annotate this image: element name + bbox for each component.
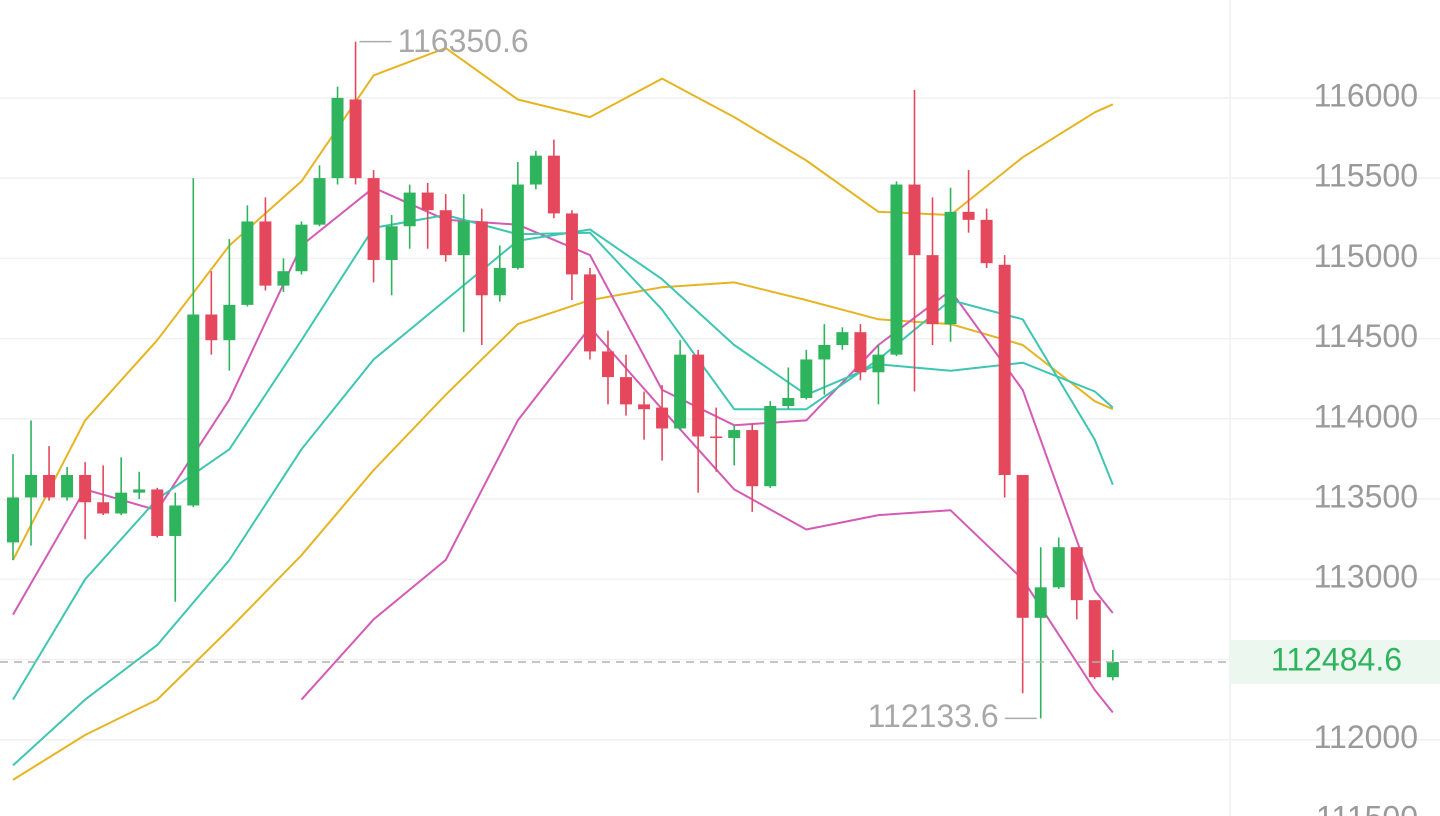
candle-body: [61, 474, 74, 498]
candle-body: [259, 221, 272, 286]
candle-body: [79, 474, 92, 503]
candle-body: [728, 430, 741, 439]
candle-body: [872, 354, 885, 373]
candle-body: [962, 211, 975, 220]
candle-body: [620, 377, 633, 405]
candle-body: [980, 219, 993, 264]
candle-body: [493, 267, 506, 296]
y-tick-label: 111500: [1316, 799, 1418, 816]
candle-body: [511, 184, 524, 268]
candle-body: [187, 314, 200, 506]
candle-body: [800, 359, 813, 398]
y-tick-label: 112000: [1314, 719, 1418, 755]
candle-body: [43, 474, 56, 498]
candle-body: [1088, 600, 1101, 678]
candle-body: [692, 354, 705, 437]
candle-body: [601, 351, 614, 378]
candle-body: [854, 332, 867, 373]
indicator-line: [12, 47, 1114, 561]
last-price-badge: [1230, 640, 1440, 685]
candle-body: [674, 354, 687, 429]
y-tick-label: 114000: [1314, 398, 1418, 434]
candle-body: [421, 192, 434, 211]
candle-body: [1106, 662, 1119, 678]
y-tick-label: 113500: [1314, 479, 1418, 515]
y-tick-label: 116000: [1314, 77, 1418, 113]
y-tick-label: 115000: [1314, 238, 1418, 274]
candle-body: [1052, 547, 1065, 588]
candle-body: [836, 332, 849, 346]
candle-body: [385, 226, 398, 260]
candle-body: [944, 211, 957, 325]
candle-body: [1034, 587, 1047, 618]
candle-body: [926, 255, 939, 325]
candle-body: [1070, 547, 1083, 601]
candle-body: [205, 314, 218, 341]
candle-body: [583, 274, 596, 352]
indicator-line: [12, 228, 1114, 767]
candle-body: [313, 178, 326, 225]
candle-body: [998, 264, 1011, 475]
candle-body: [439, 210, 452, 256]
candle-body: [169, 505, 182, 536]
candle-body: [890, 184, 903, 355]
candle-body: [403, 192, 416, 227]
candle-body: [764, 405, 777, 487]
candle-body: [277, 271, 290, 286]
last-price-label: 112484.6: [1271, 641, 1402, 677]
candle-body: [710, 436, 723, 439]
candle-body: [295, 224, 308, 272]
y-tick-label: 114500: [1314, 318, 1418, 354]
candle-body: [475, 221, 488, 296]
low-label: 112133.6: [868, 698, 999, 734]
candle-body: [97, 502, 110, 514]
indicator-line: [12, 186, 1114, 616]
indicator-line: [12, 214, 1114, 701]
candle-body: [746, 430, 759, 487]
candle-body: [223, 304, 236, 341]
candle-body: [367, 178, 380, 260]
high-label: 116350.6: [398, 23, 529, 59]
candle-body: [25, 474, 38, 498]
candle-body: [638, 404, 651, 410]
candle-body: [133, 489, 146, 493]
candle-body: [656, 407, 669, 429]
candle-body: [908, 184, 921, 256]
candle-body: [782, 397, 795, 406]
candle-body: [529, 155, 542, 185]
candle-body: [241, 221, 254, 305]
y-tick-label: 113000: [1314, 559, 1418, 595]
candle-body: [331, 97, 344, 179]
candle-body: [1016, 474, 1029, 618]
candle-body: [349, 99, 362, 179]
candle-body: [457, 221, 470, 256]
candle-body: [547, 155, 560, 214]
candle-body: [151, 489, 164, 536]
candle-body: [818, 345, 831, 360]
y-tick-label: 115500: [1314, 158, 1418, 194]
candle-body: [7, 497, 19, 543]
candle-body: [115, 492, 128, 514]
candle-body: [565, 213, 578, 275]
